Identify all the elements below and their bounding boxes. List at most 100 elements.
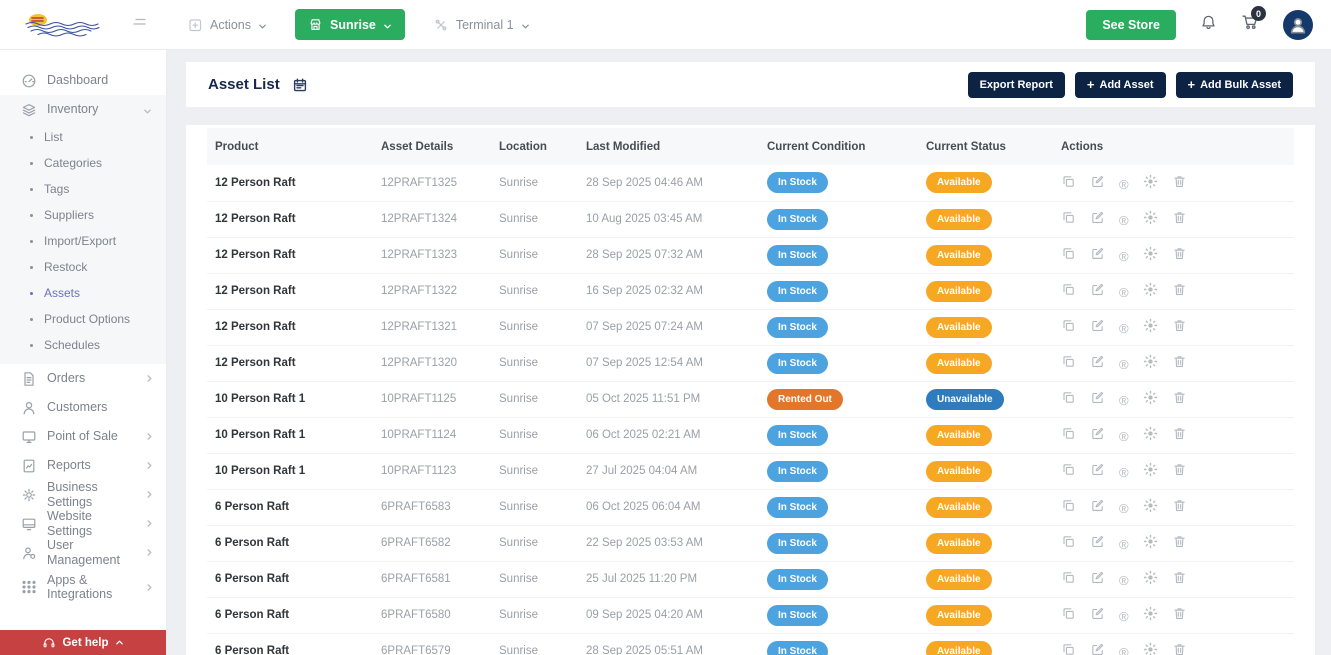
register-icon[interactable]: ® xyxy=(1119,465,1129,480)
gear-icon[interactable] xyxy=(1143,426,1158,441)
gear-icon[interactable] xyxy=(1143,174,1158,189)
register-icon[interactable]: ® xyxy=(1119,645,1129,655)
gear-icon[interactable] xyxy=(1143,606,1158,621)
add-asset-button[interactable]: + Add Asset xyxy=(1075,72,1166,98)
trash-icon[interactable] xyxy=(1172,462,1187,477)
edit-icon[interactable] xyxy=(1090,318,1105,333)
trash-icon[interactable] xyxy=(1172,354,1187,369)
edit-icon[interactable] xyxy=(1090,390,1105,405)
sidebar-subitem-categories[interactable]: Categories xyxy=(0,150,166,176)
register-icon[interactable]: ® xyxy=(1119,249,1129,264)
gear-icon[interactable] xyxy=(1143,498,1158,513)
sidebar-item-orders[interactable]: Orders xyxy=(0,364,166,393)
sidebar-item-dashboard[interactable]: Dashboard xyxy=(0,66,166,95)
sidebar-item-inventory[interactable]: Inventory xyxy=(0,95,166,124)
gear-icon[interactable] xyxy=(1143,534,1158,549)
copy-icon[interactable] xyxy=(1061,210,1076,225)
sidebar-item-apps-integrations[interactable]: Apps & Integrations xyxy=(0,567,166,607)
edit-icon[interactable] xyxy=(1090,246,1105,261)
sidebar-subitem-schedules[interactable]: Schedules xyxy=(0,332,166,358)
gear-icon[interactable] xyxy=(1143,318,1158,333)
gear-icon[interactable] xyxy=(1143,390,1158,405)
gear-icon[interactable] xyxy=(1143,282,1158,297)
register-icon[interactable]: ® xyxy=(1119,177,1129,192)
edit-icon[interactable] xyxy=(1090,426,1105,441)
edit-icon[interactable] xyxy=(1090,570,1105,585)
sidebar-subitem-suppliers[interactable]: Suppliers xyxy=(0,202,166,228)
register-icon[interactable]: ® xyxy=(1119,357,1129,372)
register-icon[interactable]: ® xyxy=(1119,609,1129,624)
gear-icon[interactable] xyxy=(1143,642,1158,655)
trash-icon[interactable] xyxy=(1172,642,1187,655)
edit-icon[interactable] xyxy=(1090,606,1105,621)
copy-icon[interactable] xyxy=(1061,606,1076,621)
trash-icon[interactable] xyxy=(1172,606,1187,621)
sidebar-item-point-of-sale[interactable]: Point of Sale xyxy=(0,422,166,451)
register-icon[interactable]: ® xyxy=(1119,285,1129,300)
sidebar-subitem-import-export[interactable]: Import/Export xyxy=(0,228,166,254)
register-icon[interactable]: ® xyxy=(1119,501,1129,516)
register-icon[interactable]: ® xyxy=(1119,537,1129,552)
sidebar-subitem-restock[interactable]: Restock xyxy=(0,254,166,280)
trash-icon[interactable] xyxy=(1172,390,1187,405)
sidebar-item-website-settings[interactable]: Website Settings xyxy=(0,509,166,538)
menu-icon[interactable] xyxy=(131,13,149,36)
copy-icon[interactable] xyxy=(1061,246,1076,261)
sidebar-item-customers[interactable]: Customers xyxy=(0,393,166,422)
store-selector-button[interactable]: Sunrise xyxy=(295,9,405,40)
actions-dropdown[interactable]: Actions xyxy=(187,17,267,33)
cart-icon[interactable]: 0 xyxy=(1241,13,1259,36)
gear-icon[interactable] xyxy=(1143,210,1158,225)
copy-icon[interactable] xyxy=(1061,318,1076,333)
register-icon[interactable]: ® xyxy=(1119,321,1129,336)
copy-icon[interactable] xyxy=(1061,390,1076,405)
add-bulk-asset-button[interactable]: + Add Bulk Asset xyxy=(1176,72,1293,98)
trash-icon[interactable] xyxy=(1172,282,1187,297)
register-icon[interactable]: ® xyxy=(1119,213,1129,228)
trash-icon[interactable] xyxy=(1172,318,1187,333)
trash-icon[interactable] xyxy=(1172,426,1187,441)
terminal-dropdown[interactable]: Terminal 1 xyxy=(433,17,530,33)
gear-icon[interactable] xyxy=(1143,354,1158,369)
edit-icon[interactable] xyxy=(1090,462,1105,477)
copy-icon[interactable] xyxy=(1061,426,1076,441)
get-help-button[interactable]: Get help xyxy=(0,630,166,655)
sidebar-subitem-tags[interactable]: Tags xyxy=(0,176,166,202)
copy-icon[interactable] xyxy=(1061,642,1076,655)
copy-icon[interactable] xyxy=(1061,282,1076,297)
trash-icon[interactable] xyxy=(1172,246,1187,261)
sidebar-item-reports[interactable]: Reports xyxy=(0,451,166,480)
copy-icon[interactable] xyxy=(1061,534,1076,549)
sidebar-item-user-management[interactable]: User Management xyxy=(0,538,166,567)
copy-icon[interactable] xyxy=(1061,570,1076,585)
register-icon[interactable]: ® xyxy=(1119,429,1129,444)
trash-icon[interactable] xyxy=(1172,210,1187,225)
edit-icon[interactable] xyxy=(1090,498,1105,513)
register-icon[interactable]: ® xyxy=(1119,573,1129,588)
gear-icon[interactable] xyxy=(1143,246,1158,261)
copy-icon[interactable] xyxy=(1061,498,1076,513)
see-store-button[interactable]: See Store xyxy=(1086,10,1176,40)
gear-icon[interactable] xyxy=(1143,462,1158,477)
calendar-icon[interactable] xyxy=(292,77,308,93)
sidebar-subitem-assets[interactable]: Assets xyxy=(0,280,166,306)
user-avatar[interactable] xyxy=(1283,10,1313,40)
trash-icon[interactable] xyxy=(1172,498,1187,513)
register-icon[interactable]: ® xyxy=(1119,393,1129,408)
export-report-button[interactable]: Export Report xyxy=(968,72,1065,98)
copy-icon[interactable] xyxy=(1061,354,1076,369)
edit-icon[interactable] xyxy=(1090,282,1105,297)
edit-icon[interactable] xyxy=(1090,642,1105,655)
copy-icon[interactable] xyxy=(1061,174,1076,189)
sidebar-subitem-product-options[interactable]: Product Options xyxy=(0,306,166,332)
gear-icon[interactable] xyxy=(1143,570,1158,585)
notifications-bell-icon[interactable] xyxy=(1200,14,1217,36)
edit-icon[interactable] xyxy=(1090,354,1105,369)
edit-icon[interactable] xyxy=(1090,534,1105,549)
trash-icon[interactable] xyxy=(1172,534,1187,549)
trash-icon[interactable] xyxy=(1172,174,1187,189)
edit-icon[interactable] xyxy=(1090,210,1105,225)
copy-icon[interactable] xyxy=(1061,462,1076,477)
sidebar-item-business-settings[interactable]: Business Settings xyxy=(0,480,166,509)
trash-icon[interactable] xyxy=(1172,570,1187,585)
